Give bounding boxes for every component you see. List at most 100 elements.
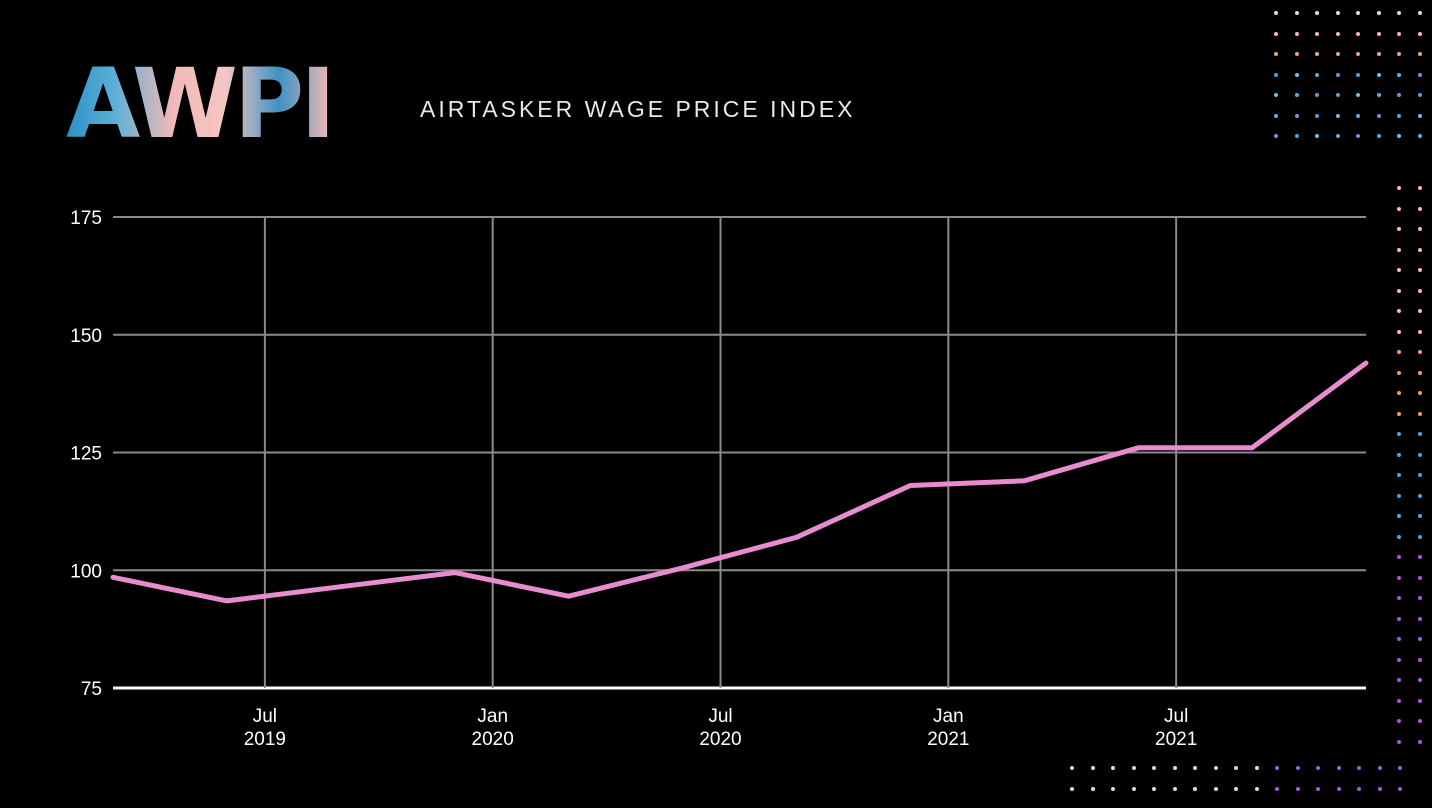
decorative-dot bbox=[1070, 786, 1074, 791]
decorative-dot bbox=[1376, 72, 1381, 77]
decorative-dot bbox=[1397, 309, 1401, 313]
decorative-dot bbox=[1397, 247, 1401, 252]
decorative-dot bbox=[1417, 719, 1422, 723]
decorative-dot bbox=[1090, 766, 1095, 770]
decorative-dot bbox=[1417, 288, 1422, 293]
awpi-logo: AWPI bbox=[66, 48, 336, 160]
decorative-dot bbox=[1315, 31, 1319, 36]
decorative-dots-bottom bbox=[1070, 766, 1419, 807]
decorative-dot bbox=[1357, 786, 1361, 791]
decorative-dot bbox=[1397, 596, 1401, 600]
series-line-0 bbox=[110, 360, 1369, 604]
x-tick-label-bottom: 2019 bbox=[244, 729, 286, 750]
decorative-dot bbox=[1294, 113, 1299, 118]
decorative-dot bbox=[1417, 350, 1422, 354]
decorative-dot bbox=[1417, 473, 1422, 477]
decorative-dot bbox=[1356, 52, 1360, 56]
x-tick-label-bottom: 2021 bbox=[1155, 729, 1197, 750]
decorative-dot bbox=[1172, 786, 1177, 791]
decorative-dot bbox=[1090, 786, 1095, 791]
decorative-dot bbox=[1397, 329, 1401, 334]
decorative-dot bbox=[1335, 93, 1340, 97]
decorative-dot bbox=[1376, 93, 1381, 97]
decorative-dot bbox=[1111, 786, 1115, 791]
decorative-dot bbox=[1213, 766, 1218, 770]
decorative-dot bbox=[1417, 678, 1422, 682]
decorative-dot bbox=[1315, 134, 1319, 138]
decorative-dot bbox=[1417, 391, 1422, 395]
decorative-dot bbox=[1397, 52, 1401, 56]
decorative-dot bbox=[1193, 786, 1197, 791]
decorative-dot bbox=[1356, 72, 1360, 77]
decorative-dot bbox=[1294, 52, 1299, 56]
decorative-dot bbox=[1397, 555, 1401, 559]
y-tick-label: 175 bbox=[70, 208, 102, 229]
decorative-dot bbox=[1356, 11, 1360, 15]
decorative-dot bbox=[1315, 52, 1319, 56]
decorative-dot bbox=[1417, 186, 1422, 190]
decorative-dot bbox=[1397, 268, 1401, 272]
decorative-dot bbox=[1315, 93, 1319, 97]
decorative-dot bbox=[1234, 766, 1238, 770]
decorative-dot bbox=[1111, 766, 1115, 770]
decorative-dot bbox=[1294, 31, 1299, 36]
decorative-dot bbox=[1417, 432, 1422, 436]
decorative-dot bbox=[1417, 134, 1422, 138]
decorative-dot bbox=[1397, 391, 1401, 395]
decorative-dot bbox=[1417, 698, 1422, 703]
decorative-dot bbox=[1397, 227, 1401, 231]
decorative-dot bbox=[1398, 766, 1402, 770]
decorative-dot bbox=[1397, 11, 1401, 15]
decorative-dot bbox=[1356, 93, 1360, 97]
decorative-dot bbox=[1274, 31, 1278, 36]
y-tick-label: 150 bbox=[70, 326, 102, 347]
decorative-dot bbox=[1254, 766, 1259, 770]
decorative-dot bbox=[1417, 113, 1422, 118]
decorative-dot bbox=[1397, 637, 1401, 641]
decorative-dot bbox=[1357, 766, 1361, 770]
decorative-dot bbox=[1193, 766, 1197, 770]
decorative-dot bbox=[1397, 616, 1401, 621]
decorative-dot bbox=[1397, 72, 1401, 77]
decorative-dot bbox=[1417, 206, 1422, 211]
x-tick-label-top: Jan bbox=[933, 706, 964, 727]
decorative-dot bbox=[1356, 113, 1360, 118]
x-tick-label-top: Jul bbox=[708, 706, 732, 727]
decorative-dot bbox=[1275, 786, 1279, 791]
decorative-dot bbox=[1254, 786, 1259, 791]
decorative-dot bbox=[1417, 31, 1422, 36]
decorative-dot bbox=[1397, 678, 1401, 682]
decorative-dot bbox=[1417, 493, 1422, 498]
decorative-dot bbox=[1335, 31, 1340, 36]
decorative-dot bbox=[1356, 134, 1360, 138]
decorative-dot bbox=[1397, 534, 1401, 539]
y-tick-label: 75 bbox=[81, 679, 102, 700]
x-tick-label-top: Jul bbox=[1164, 706, 1188, 727]
decorative-dot bbox=[1274, 52, 1278, 56]
decorative-dot bbox=[1417, 411, 1422, 416]
decorative-dot bbox=[1152, 786, 1156, 791]
decorative-dot bbox=[1417, 534, 1422, 539]
decorative-dot bbox=[1335, 134, 1340, 138]
decorative-dot bbox=[1397, 288, 1401, 293]
decorative-dot bbox=[1377, 766, 1382, 770]
chart-subtitle: AIRTASKER WAGE PRICE INDEX bbox=[420, 96, 856, 122]
decorative-dot bbox=[1397, 411, 1401, 416]
grid-layer bbox=[113, 216, 1366, 690]
y-tick-label: 100 bbox=[70, 561, 102, 582]
decorative-dot bbox=[1417, 72, 1422, 77]
decorative-dot bbox=[1417, 616, 1422, 621]
decorative-dot bbox=[1417, 555, 1422, 559]
decorative-dot bbox=[1417, 268, 1422, 272]
x-tick-label-bottom: 2020 bbox=[472, 729, 514, 750]
decorative-dot bbox=[1294, 93, 1299, 97]
decorative-dot bbox=[1356, 31, 1360, 36]
decorative-dot bbox=[1417, 329, 1422, 334]
x-tick-label-bottom: 2021 bbox=[927, 729, 969, 750]
decorative-dot bbox=[1397, 657, 1401, 662]
decorative-dot bbox=[1376, 113, 1381, 118]
decorative-dot bbox=[1376, 134, 1381, 138]
decorative-dot bbox=[1397, 514, 1401, 518]
decorative-dot bbox=[1397, 31, 1401, 36]
